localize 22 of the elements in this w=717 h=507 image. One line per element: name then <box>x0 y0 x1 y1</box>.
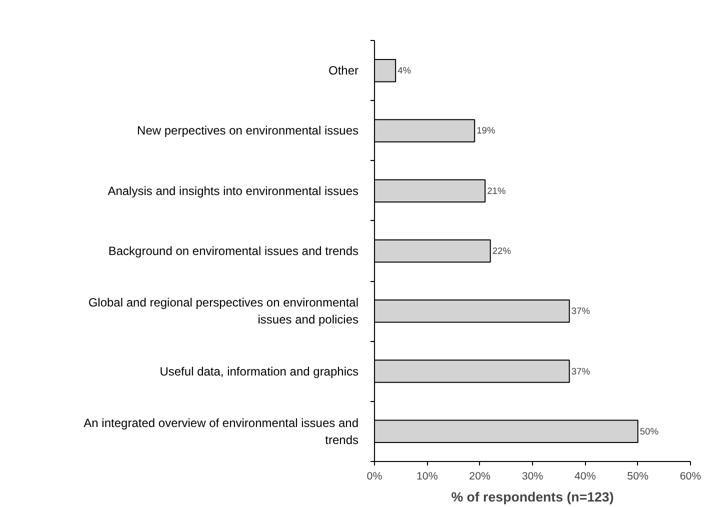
data-label: 19% <box>476 126 496 136</box>
x-tick-label: 10% <box>416 470 438 482</box>
y-tick-label: Global and regional perspectives on environmental issues and policies <box>88 296 359 327</box>
x-tick-label: 30% <box>522 470 544 482</box>
data-label: 21% <box>487 186 506 196</box>
data-label: 37% <box>571 366 590 376</box>
x-tick-label: 0% <box>366 470 383 482</box>
x-tick-label: 40% <box>574 470 596 482</box>
y-tick-label: New perpectives on environmental issues <box>137 124 359 138</box>
y-tick-label: Useful data, information and graphics <box>160 364 358 378</box>
x-tick-label: 50% <box>627 470 650 482</box>
data-label: 50% <box>640 426 659 436</box>
x-axis-title: % of respondents (n=123) <box>451 490 614 504</box>
x-tick-label: 60% <box>680 470 702 482</box>
x-tick-label: 20% <box>469 470 492 482</box>
y-tick-label: Analysis and insights into environmental issues <box>108 184 359 198</box>
y-tick-label: Background on enviromental issues and trends <box>108 244 359 258</box>
data-label: 4% <box>398 66 412 76</box>
data-label: 22% <box>492 246 512 256</box>
data-label: 37% <box>571 306 590 316</box>
y-tick-label: An integrated overview of environmental issues and trends <box>84 416 359 447</box>
y-tick-label: Other <box>328 64 359 78</box>
